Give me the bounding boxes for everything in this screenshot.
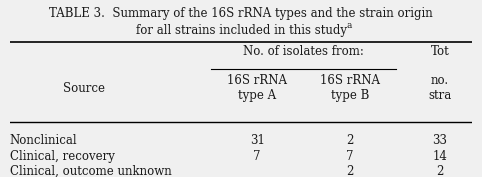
Text: Nonclinical: Nonclinical — [10, 134, 77, 147]
Text: Clinical, outcome unknown: Clinical, outcome unknown — [10, 165, 172, 177]
Text: for all strains included in this study: for all strains included in this study — [135, 24, 347, 37]
Text: 14: 14 — [432, 150, 447, 163]
Text: 7: 7 — [346, 150, 353, 163]
Text: no.
stra: no. stra — [428, 75, 452, 102]
Text: TABLE 3.  Summary of the 16S rRNA types and the strain origin: TABLE 3. Summary of the 16S rRNA types a… — [49, 7, 433, 20]
Text: No. of isolates from:: No. of isolates from: — [243, 45, 364, 58]
Text: 16S rRNA
type A: 16S rRNA type A — [227, 75, 287, 102]
Text: Clinical, recovery: Clinical, recovery — [10, 150, 115, 163]
Text: 7: 7 — [254, 150, 261, 163]
Text: 33: 33 — [432, 134, 447, 147]
Text: Source: Source — [63, 82, 105, 95]
Text: a: a — [347, 21, 352, 30]
Text: 2: 2 — [346, 134, 353, 147]
Text: Tot: Tot — [430, 45, 449, 58]
Text: 2: 2 — [346, 165, 353, 177]
Text: 2: 2 — [436, 165, 443, 177]
Text: 16S rRNA
type B: 16S rRNA type B — [320, 75, 380, 102]
Text: 31: 31 — [250, 134, 265, 147]
